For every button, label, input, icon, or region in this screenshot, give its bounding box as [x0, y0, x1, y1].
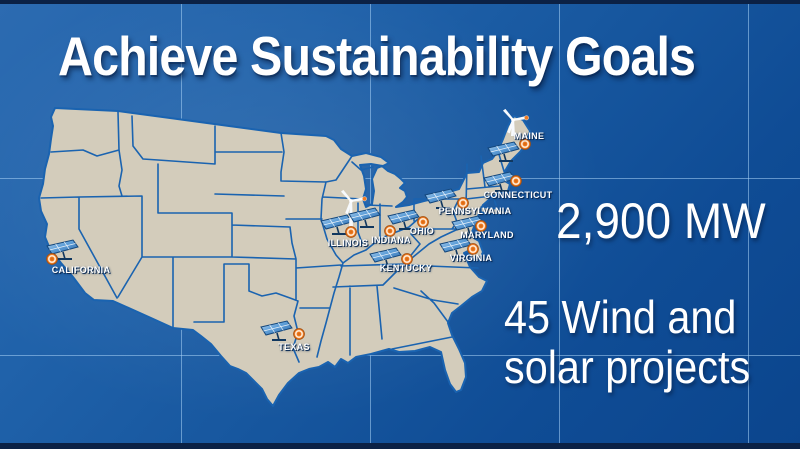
wind-turbine-icon [502, 108, 529, 136]
solar-panel-icon [348, 207, 381, 228]
solar-panel-icon [487, 141, 520, 162]
wind-turbine-icon [340, 189, 367, 228]
bottom-border-bar [0, 443, 800, 449]
state-borders [40, 111, 507, 363]
project-marker-icon [510, 175, 522, 187]
project-marker-icon [519, 138, 531, 150]
projects-stat-line2: solar projects [504, 341, 751, 393]
solar-panel-icon [387, 209, 420, 230]
solar-panel-icon [46, 239, 79, 260]
long-island [480, 206, 510, 216]
project-marker-icon [401, 253, 413, 265]
projects-stat-line1: 45 Wind and [504, 291, 737, 343]
projects-stat: 45 Wind and solar projects [504, 292, 750, 392]
project-marker-icon [293, 328, 305, 340]
us-map-outline [38, 107, 531, 407]
solar-panel-icon [439, 237, 472, 258]
project-marker-icon [46, 253, 58, 265]
project-marker-icon [475, 220, 487, 232]
project-marker-icon [345, 226, 357, 238]
slide-title: Achieve Sustainability Goals [58, 25, 696, 87]
solar-panel-icon [260, 320, 293, 341]
solar-panel-icon [369, 247, 402, 268]
project-icons [46, 108, 531, 341]
solar-panel-icon [424, 188, 457, 209]
grid-line-horizontal [0, 355, 800, 356]
project-marker-icon [417, 216, 429, 228]
grid-line-vertical [559, 4, 560, 443]
project-marker-icon [467, 243, 479, 255]
project-marker-icon [384, 225, 396, 237]
capacity-stat: 2,900 MW [556, 193, 766, 249]
project-marker-icon [457, 197, 469, 209]
top-border-bar [0, 0, 800, 4]
grid-line-vertical [748, 4, 749, 443]
